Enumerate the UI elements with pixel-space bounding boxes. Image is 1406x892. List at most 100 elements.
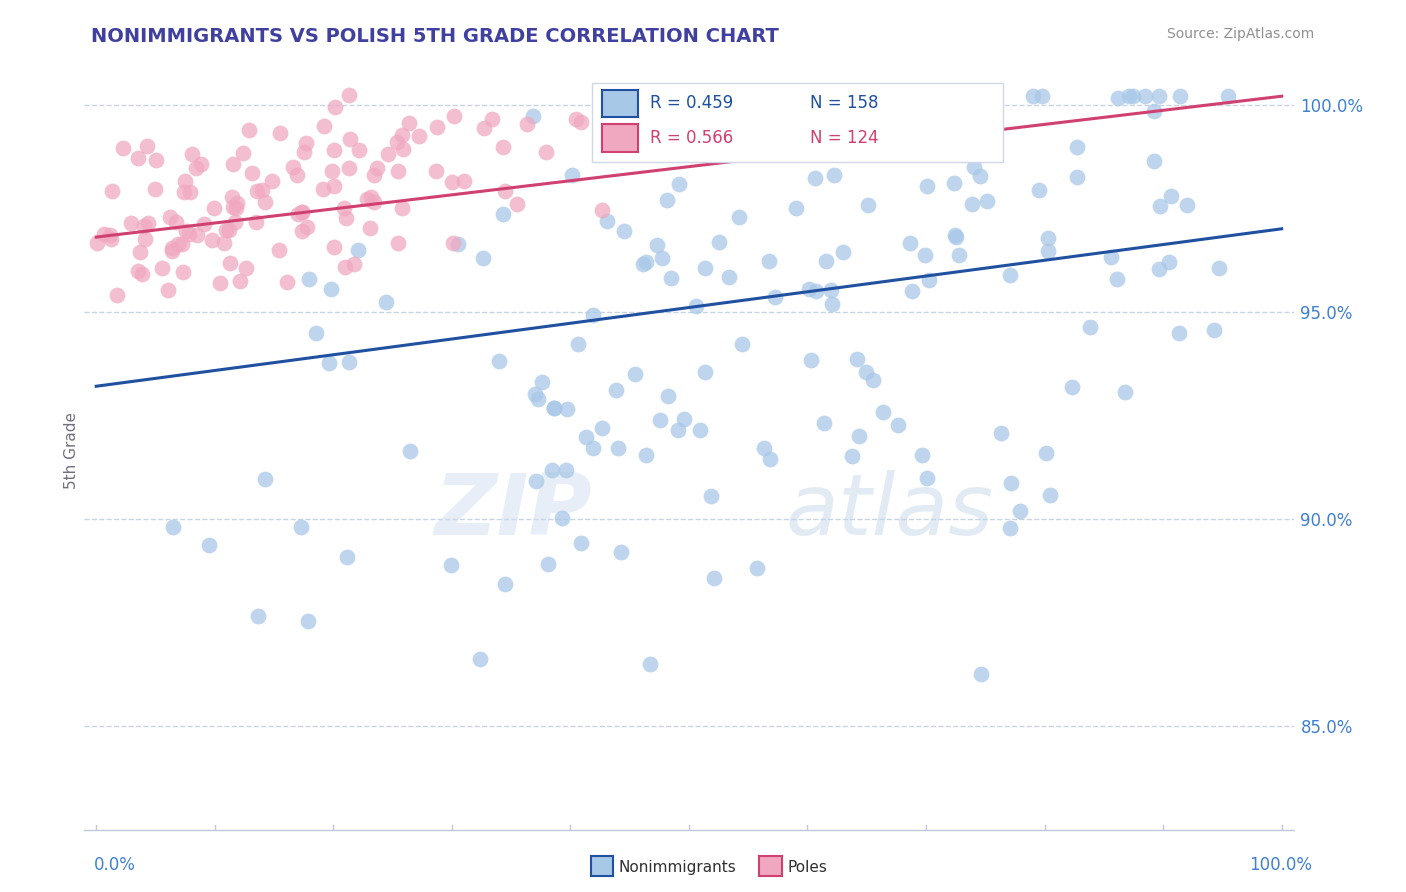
Point	[524, 387, 547, 401]
Point	[172, 265, 194, 279]
Point	[212, 235, 235, 250]
Point	[1035, 446, 1057, 460]
Point	[336, 550, 359, 565]
Point	[1175, 198, 1198, 212]
Point	[333, 260, 356, 274]
Point	[162, 520, 184, 534]
Point	[440, 558, 463, 572]
Point	[976, 194, 998, 209]
Text: R = 0.459: R = 0.459	[650, 95, 734, 112]
Point	[298, 272, 321, 286]
Point	[235, 261, 257, 276]
Point	[339, 132, 361, 146]
Point	[636, 254, 658, 268]
Point	[695, 365, 717, 379]
Text: ZIP: ZIP	[434, 469, 592, 553]
Point	[443, 109, 465, 123]
Point	[285, 168, 308, 182]
Point	[1031, 89, 1053, 103]
Point	[783, 85, 806, 99]
Point	[1066, 170, 1088, 185]
Point	[666, 423, 689, 437]
Point	[325, 100, 347, 114]
Point	[845, 352, 868, 367]
Point	[238, 122, 260, 136]
Point	[145, 153, 167, 168]
Point	[785, 202, 807, 216]
Point	[970, 666, 993, 681]
Point	[763, 290, 786, 304]
Point	[803, 89, 825, 103]
Point	[800, 353, 823, 368]
Point	[703, 571, 725, 585]
Point	[607, 441, 630, 455]
Point	[943, 228, 966, 243]
Point	[1114, 384, 1136, 399]
Point	[281, 160, 304, 174]
Point	[492, 207, 515, 221]
Point	[516, 117, 538, 131]
Point	[347, 244, 370, 258]
Point	[745, 560, 768, 574]
Point	[170, 237, 193, 252]
Point	[246, 184, 269, 198]
Point	[173, 174, 195, 188]
Point	[408, 129, 430, 144]
Point	[636, 448, 658, 462]
Point	[976, 89, 998, 103]
Point	[613, 224, 636, 238]
Point	[638, 657, 661, 671]
Point	[134, 232, 156, 246]
Point	[159, 211, 181, 225]
Point	[221, 190, 243, 204]
Point	[650, 112, 672, 127]
Point	[162, 241, 184, 255]
Point	[186, 227, 208, 242]
Point	[127, 264, 149, 278]
Point	[366, 161, 388, 175]
Point	[758, 253, 780, 268]
Point	[363, 195, 385, 210]
Point	[245, 215, 267, 229]
Point	[399, 444, 422, 458]
Point	[891, 135, 914, 149]
Point	[1107, 272, 1129, 286]
Point	[695, 261, 717, 276]
Point	[659, 271, 682, 285]
Point	[287, 207, 309, 221]
Point	[700, 489, 723, 503]
Point	[797, 282, 820, 296]
Point	[193, 218, 215, 232]
Point	[565, 112, 588, 126]
Point	[918, 273, 941, 287]
Point	[254, 473, 277, 487]
Point	[494, 184, 516, 198]
Point	[900, 89, 922, 103]
Point	[731, 336, 754, 351]
Point	[98, 228, 121, 243]
Point	[911, 448, 934, 462]
Point	[441, 175, 464, 189]
Point	[616, 122, 638, 136]
Bar	[602, 89, 638, 117]
Point	[232, 146, 254, 161]
Point	[179, 227, 201, 241]
Point	[557, 402, 579, 417]
Point	[948, 247, 970, 261]
Point	[494, 577, 516, 591]
Point	[425, 164, 447, 178]
Point	[915, 178, 938, 193]
Point	[1038, 244, 1060, 258]
Point	[312, 181, 335, 195]
Point	[290, 520, 312, 534]
Point	[93, 227, 115, 241]
Point	[506, 197, 529, 211]
Point	[1143, 103, 1166, 118]
Point	[1168, 89, 1191, 103]
Point	[222, 157, 245, 171]
Point	[1147, 262, 1170, 277]
Point	[218, 256, 240, 270]
Point	[569, 114, 592, 128]
Text: N = 158: N = 158	[810, 95, 879, 112]
Point	[135, 139, 157, 153]
